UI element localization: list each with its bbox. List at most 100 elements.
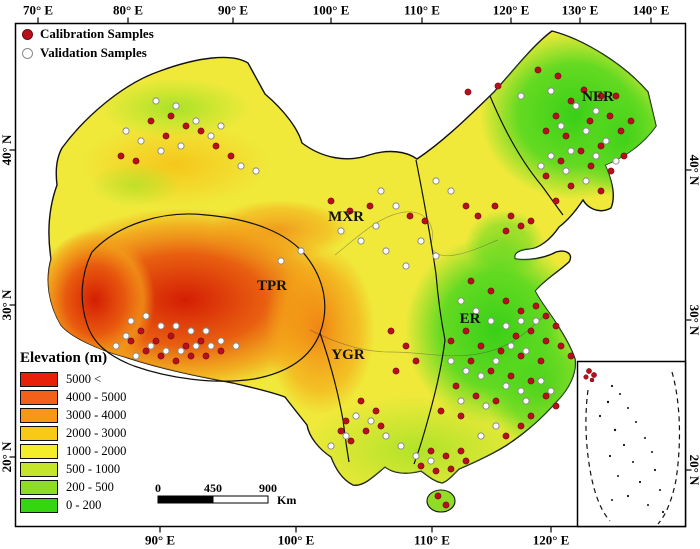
calibration-sample-point <box>142 347 150 355</box>
calibration-sample-point <box>421 217 429 225</box>
validation-sample-point <box>502 382 510 390</box>
validation-sample-point <box>457 397 465 405</box>
region-label-tpr: TPR <box>257 278 287 294</box>
calibration-sample-point <box>346 207 354 215</box>
calibration-sample-point <box>442 501 450 509</box>
calibration-sample-point <box>437 407 445 415</box>
calibration-sample-point <box>552 402 560 410</box>
validation-sample-point <box>412 452 420 460</box>
elevation-color-swatch <box>20 462 58 477</box>
calibration-sample-point <box>552 112 560 120</box>
calibration-sample-point <box>447 465 455 473</box>
validation-sample-point <box>517 387 525 395</box>
calibration-sample-point <box>467 357 475 365</box>
calibration-sample-point <box>137 327 145 335</box>
elevation-class-label: 4000 - 5000 <box>66 390 127 404</box>
region-label-ner: NER <box>582 89 614 105</box>
calibration-sample-point <box>362 427 370 435</box>
validation-sample-point <box>432 252 440 260</box>
calibration-sample-point <box>427 447 435 455</box>
validation-sample-point <box>357 237 365 245</box>
validation-sample-point <box>547 387 555 395</box>
validation-sample-point <box>557 122 565 130</box>
calibration-sample-point <box>597 142 605 150</box>
validation-sample-icon <box>22 47 33 59</box>
map-frame <box>14 22 687 528</box>
calibration-sample-point <box>502 432 510 440</box>
samples-legend: Calibration Samples Validation Samples <box>22 26 154 61</box>
calibration-sample-point <box>462 457 470 465</box>
calibration-sample-point <box>157 352 165 360</box>
validation-sample-point <box>507 342 515 350</box>
elevation-color-swatch <box>20 390 58 405</box>
tick-label: 120° E <box>533 533 570 548</box>
calibration-sample-point <box>202 352 210 360</box>
elevation-color-swatch <box>20 480 58 495</box>
validation-sample-point <box>392 202 400 210</box>
validation-sample-point <box>592 107 600 115</box>
validation-sample-point <box>417 237 425 245</box>
elevation-class-label: 1000 - 2000 <box>66 444 127 458</box>
calibration-sample-point <box>562 132 570 140</box>
calibration-sample-point <box>597 92 605 100</box>
validation-sample-point <box>112 342 120 350</box>
validation-sample-point <box>172 322 180 330</box>
calibration-sample-point <box>542 337 550 345</box>
validation-sample-point <box>187 327 195 335</box>
validation-sample-point <box>522 347 530 355</box>
calibration-sample-point <box>227 152 235 160</box>
calibration-sample-point <box>372 407 380 415</box>
calibration-sample-point <box>197 337 205 345</box>
tick-label: 40° N <box>0 134 14 165</box>
validation-sample-point <box>382 432 390 440</box>
calibration-sample-point <box>167 112 175 120</box>
calibration-sample-point <box>532 302 540 310</box>
scale-bar-label: 450 <box>204 481 222 495</box>
calibration-sample-point <box>432 467 440 475</box>
calibration-sample-point <box>627 117 635 125</box>
calibration-sample-point <box>542 312 550 320</box>
calibration-sample-point <box>527 377 535 385</box>
validation-sample-point <box>177 347 185 355</box>
calibration-sample-point <box>327 197 335 205</box>
scale-bar-unit: Km <box>277 493 296 507</box>
elevation-class-row: 2000 - 3000 <box>20 426 172 441</box>
tick-label: 130° E <box>562 3 599 18</box>
axis-top: 70° E 80° E 90° E 100° E 110° E 120° E 130° E 1… <box>23 3 669 24</box>
tick-label: 100° E <box>313 3 350 18</box>
elevation-class-row: 4000 - 5000 <box>20 390 172 405</box>
calibration-sample-point <box>392 367 400 375</box>
elevation-color-swatch <box>20 498 58 513</box>
calibration-sample-point <box>534 66 542 74</box>
elevation-color-swatch <box>20 372 58 387</box>
calibration-sample-point <box>577 147 585 155</box>
tick-label: 110° E <box>414 533 450 548</box>
elevation-class-label: 0 - 200 <box>66 498 102 512</box>
tick-label: 90° E <box>145 533 175 548</box>
elevation-legend-title: Elevation (m) <box>20 350 108 366</box>
calibration-sample-point <box>552 197 560 205</box>
calibration-sample-point <box>502 297 510 305</box>
validation-sample-point <box>537 377 545 385</box>
validation-sample-point <box>252 167 260 175</box>
mxr-er-boundary <box>415 159 446 341</box>
validation-sample-point <box>152 97 160 105</box>
inset-island-speckles <box>598 384 665 514</box>
elevation-class-row: 1000 - 2000 <box>20 444 172 459</box>
scale-bar-label: 900 <box>259 481 277 495</box>
calibration-sample-point <box>462 202 470 210</box>
validation-sample-point <box>192 342 200 350</box>
validation-sample-point <box>572 102 580 110</box>
calibration-sample-point <box>187 352 195 360</box>
calibration-sample-point <box>462 327 470 335</box>
validation-sample-point <box>207 342 215 350</box>
calibration-sample-point <box>487 287 495 295</box>
tick-label: 120° E <box>493 3 530 18</box>
elevation-class-row: 500 - 1000 <box>20 462 172 477</box>
validation-sample-point <box>202 327 210 335</box>
validation-sample-point <box>562 167 570 175</box>
calibration-sample-point <box>554 72 562 80</box>
validation-sample-point <box>217 122 225 130</box>
axis-left: 40° N 30° N 20° N <box>0 134 16 472</box>
elevation-color-swatch <box>20 426 58 441</box>
